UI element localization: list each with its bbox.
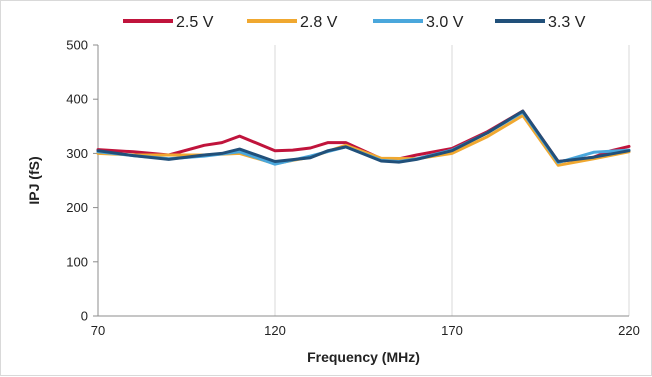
y-tick-label: 300 bbox=[66, 146, 88, 161]
y-tick-label: 100 bbox=[66, 254, 88, 269]
y-tick-label: 500 bbox=[66, 38, 88, 53]
legend: 2.5 V 2.8 V 3.0 V 3.3 V bbox=[123, 14, 586, 31]
x-axis-title: Frequency (MHz) bbox=[307, 349, 420, 365]
x-tick-label: 220 bbox=[618, 323, 640, 338]
x-tick-labels: 70 120 170 220 bbox=[91, 323, 640, 338]
gridlines bbox=[274, 45, 630, 316]
y-tick-label: 200 bbox=[66, 200, 88, 215]
legend-label-2: 2.8 V bbox=[300, 14, 338, 31]
series-line-4 bbox=[96, 109, 631, 164]
series-lines bbox=[96, 109, 631, 167]
y-tick-label: 400 bbox=[66, 92, 88, 107]
legend-label-1: 2.5 V bbox=[176, 14, 214, 31]
series-line-2 bbox=[96, 114, 631, 167]
y-tick-labels: 0 100 200 300 400 500 bbox=[66, 38, 88, 324]
axes bbox=[93, 44, 629, 317]
y-tick-label: 0 bbox=[81, 309, 88, 324]
legend-label-4: 3.3 V bbox=[548, 14, 586, 31]
x-tick-label: 170 bbox=[441, 323, 463, 338]
x-tick-label: 70 bbox=[91, 323, 105, 338]
y-axis-title: IPJ (fS) bbox=[26, 156, 42, 204]
legend-label-3: 3.0 V bbox=[426, 14, 464, 31]
x-tick-label: 120 bbox=[264, 323, 286, 338]
